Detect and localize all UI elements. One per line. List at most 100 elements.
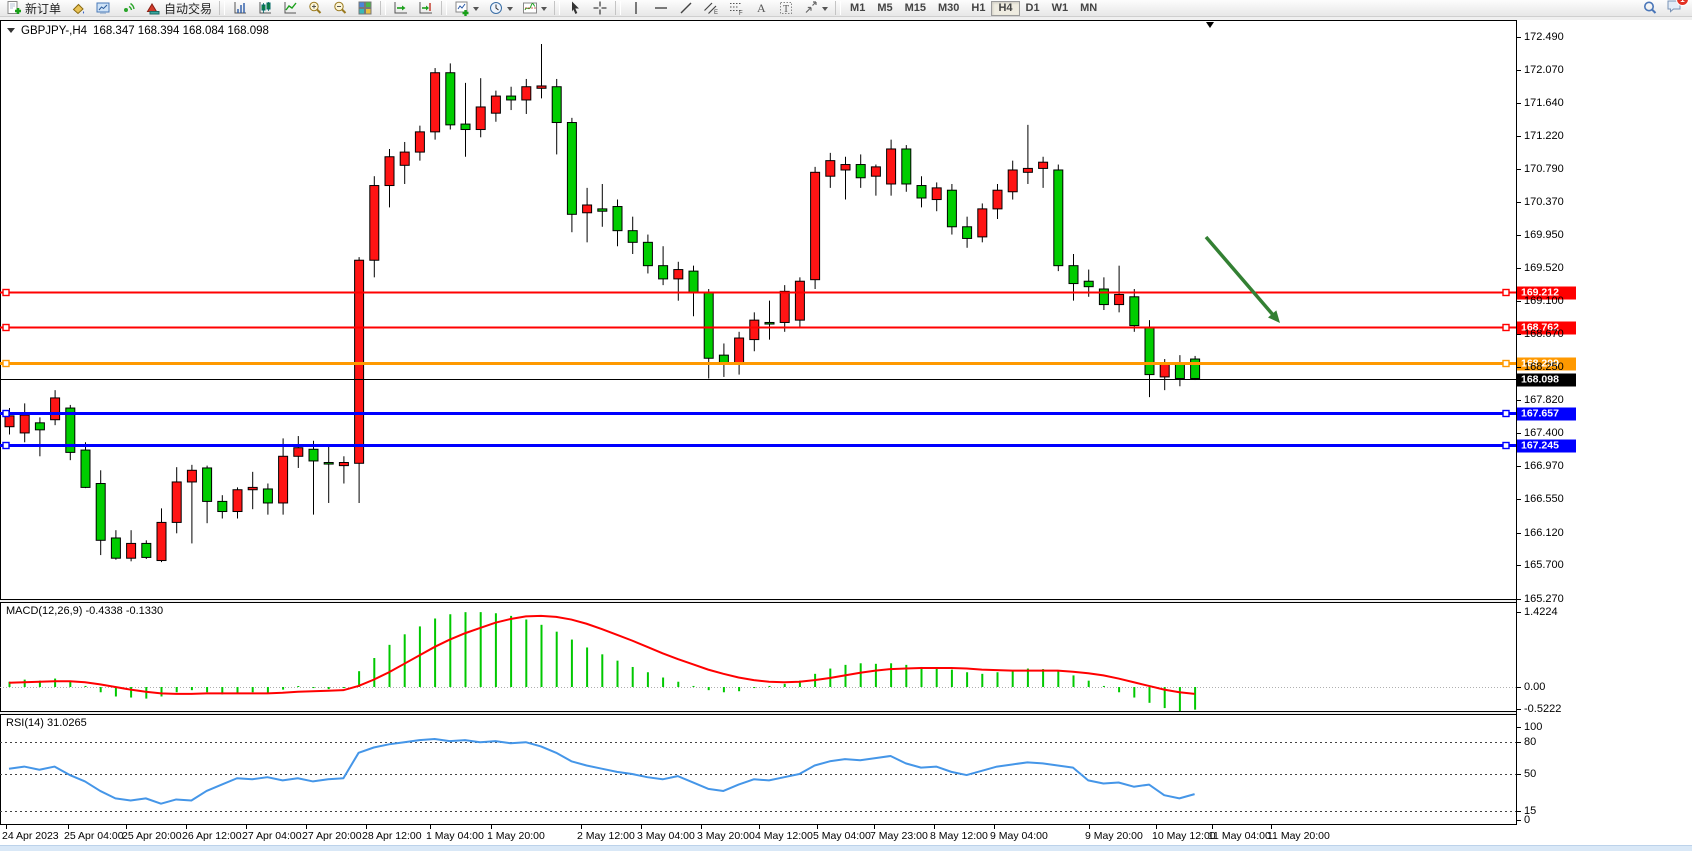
line-chart-icon bbox=[284, 2, 297, 14]
candle-body bbox=[1083, 280, 1094, 288]
chart-shift-marker[interactable] bbox=[1206, 22, 1214, 32]
tf-button-M15[interactable]: M15 bbox=[904, 1, 926, 14]
svg-text:E: E bbox=[714, 10, 718, 16]
time-axis bbox=[0, 825, 1692, 845]
horizontal-line-tool-button[interactable] bbox=[649, 0, 673, 16]
zoom-out-icon bbox=[334, 1, 347, 14]
candle-body bbox=[278, 455, 289, 504]
cursor-tool-button[interactable] bbox=[563, 0, 587, 16]
line-chart-button[interactable] bbox=[278, 0, 302, 16]
candle-body bbox=[399, 151, 410, 166]
candle-body bbox=[916, 185, 927, 199]
signal-icon bbox=[124, 2, 135, 12]
zoom-out-button[interactable] bbox=[328, 0, 352, 16]
search-icon[interactable] bbox=[1642, 0, 1658, 16]
candle-body bbox=[794, 280, 805, 321]
toolbar-separator bbox=[615, 1, 622, 15]
horizontal-line-icon bbox=[655, 7, 668, 9]
main-toolbar: 新订单 自动交易 bbox=[0, 0, 1692, 17]
tf-button-M1[interactable]: M1 bbox=[850, 1, 866, 14]
rsi-line bbox=[8, 738, 1195, 805]
candle-body bbox=[582, 204, 593, 214]
new-chart-button[interactable] bbox=[450, 0, 483, 16]
tf-button-M30[interactable]: M30 bbox=[938, 1, 960, 14]
vertical-line-tool-button[interactable] bbox=[624, 0, 648, 16]
toolbar-separator bbox=[219, 1, 226, 15]
hline-handle bbox=[2, 323, 10, 332]
toolbar-separator bbox=[554, 1, 561, 15]
candle-body bbox=[202, 467, 213, 502]
chart-collapse-icon[interactable] bbox=[7, 28, 15, 37]
rsi-indicator-pane[interactable] bbox=[0, 714, 1517, 825]
ohlc-values: 168.347 168.394 168.084 168.098 bbox=[93, 24, 269, 37]
indicators-button[interactable] bbox=[518, 0, 551, 16]
candles bbox=[4, 43, 1201, 563]
candle-body bbox=[962, 226, 973, 239]
tf-button-D1[interactable]: D1 bbox=[1025, 1, 1040, 14]
auto-trading-button[interactable]: 自动交易 bbox=[141, 0, 216, 16]
rsi-label: RSI(14) 31.0265 bbox=[6, 717, 87, 729]
indicators-icon bbox=[523, 2, 538, 14]
tf-button-MN[interactable]: MN bbox=[1080, 1, 1098, 14]
new-order-button[interactable]: 新订单 bbox=[2, 0, 65, 16]
tf-button-M5[interactable]: M5 bbox=[877, 1, 893, 14]
candle-body bbox=[247, 486, 258, 491]
candle-body bbox=[354, 259, 365, 464]
zoom-in-icon bbox=[309, 1, 322, 14]
new-order-label: 新订单 bbox=[25, 1, 62, 16]
profiles-button[interactable] bbox=[91, 0, 115, 16]
candle-body bbox=[855, 164, 866, 179]
tile-windows-button[interactable] bbox=[353, 0, 377, 16]
notifications-button[interactable]: 1 bbox=[1666, 0, 1689, 19]
candle-body bbox=[65, 407, 76, 453]
hline-handle bbox=[1502, 409, 1510, 418]
fibonacci-tool-button[interactable]: F bbox=[724, 0, 748, 16]
tf-button-H4[interactable]: H4 bbox=[991, 0, 1020, 16]
candle-body bbox=[749, 319, 760, 341]
auto-scroll-button[interactable] bbox=[389, 0, 413, 16]
candle-body bbox=[323, 462, 334, 465]
candle-body bbox=[566, 122, 577, 215]
candle-chart-button[interactable] bbox=[253, 0, 277, 16]
channel-tool-button[interactable]: E bbox=[699, 0, 723, 16]
styles-button[interactable] bbox=[66, 0, 90, 16]
candle-body bbox=[141, 542, 152, 558]
candle-body bbox=[1007, 169, 1018, 193]
trendline-tool-button[interactable] bbox=[674, 0, 698, 16]
hline-handle bbox=[2, 441, 10, 450]
candle-body bbox=[4, 415, 15, 428]
candle-body bbox=[475, 106, 486, 131]
candle-body bbox=[126, 542, 137, 559]
symbol-period-label: GBPJPY-,H4 bbox=[21, 24, 88, 37]
text-icon: A bbox=[757, 1, 766, 15]
dropdown-caret bbox=[822, 6, 829, 14]
tf-button-W1[interactable]: W1 bbox=[1051, 1, 1069, 14]
candle-body bbox=[19, 414, 30, 434]
periods-button[interactable] bbox=[484, 0, 517, 16]
candle-body bbox=[612, 206, 623, 232]
annotation-arrow[interactable] bbox=[1204, 235, 1277, 319]
candle-body bbox=[977, 208, 988, 238]
candle-body bbox=[217, 500, 228, 513]
toolbar-separator bbox=[441, 1, 448, 15]
signals-button[interactable] bbox=[116, 0, 140, 16]
text-label-icon: T bbox=[780, 2, 793, 15]
price-axis-column bbox=[1517, 20, 1692, 845]
candle-body bbox=[414, 131, 425, 153]
dropdown-caret bbox=[473, 6, 480, 14]
chart-shift-button[interactable] bbox=[414, 0, 438, 16]
candle-body bbox=[901, 148, 912, 185]
tf-button-H1[interactable]: H1 bbox=[971, 1, 986, 14]
bar-chart-button[interactable] bbox=[228, 0, 252, 16]
hline-handle bbox=[1502, 323, 1510, 332]
chart-shift-icon bbox=[419, 2, 433, 14]
label-tool-button[interactable]: T bbox=[774, 0, 798, 16]
toolbar-separator bbox=[835, 1, 842, 15]
hline-handle bbox=[1502, 288, 1510, 297]
crosshair-tool-button[interactable] bbox=[588, 0, 612, 16]
candle-body bbox=[445, 72, 456, 126]
zoom-in-button[interactable] bbox=[303, 0, 327, 16]
arrows-tool-button[interactable] bbox=[799, 0, 832, 16]
text-tool-button[interactable]: A bbox=[749, 0, 773, 16]
candle-body bbox=[718, 354, 729, 364]
